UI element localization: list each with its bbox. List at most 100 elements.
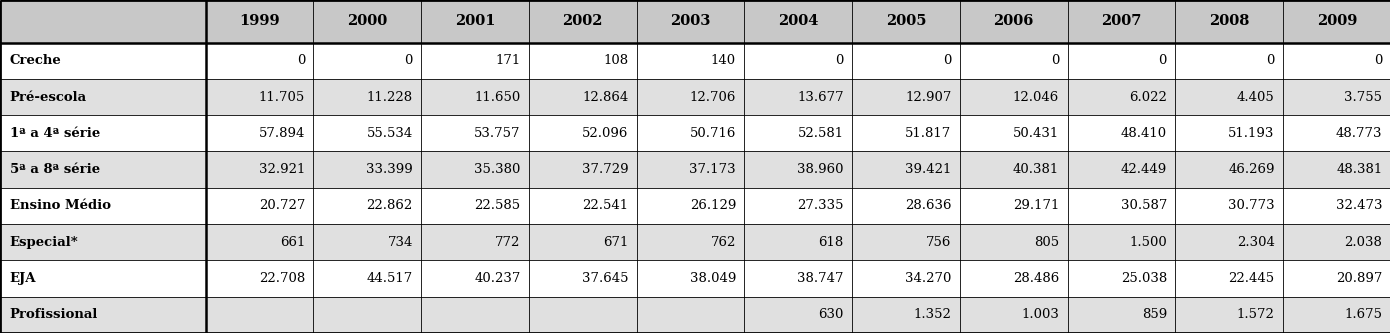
Bar [421, 224, 528, 260]
Text: 51.193: 51.193 [1229, 127, 1275, 140]
Text: 0: 0 [942, 54, 951, 67]
Bar [1283, 224, 1390, 260]
Text: 0: 0 [404, 54, 413, 67]
Text: Creche: Creche [10, 54, 61, 67]
Bar [421, 79, 528, 115]
Text: 48.773: 48.773 [1336, 127, 1382, 140]
Text: 11.228: 11.228 [367, 91, 413, 104]
Text: 11.650: 11.650 [474, 91, 520, 104]
Text: 22.585: 22.585 [474, 199, 520, 212]
Bar [1068, 224, 1175, 260]
Text: 661: 661 [279, 236, 304, 249]
Bar [206, 0, 314, 43]
Text: 1.352: 1.352 [913, 308, 951, 321]
Bar [206, 152, 314, 188]
Text: 37.173: 37.173 [689, 163, 737, 176]
Text: 12.046: 12.046 [1013, 91, 1059, 104]
Text: 2009: 2009 [1316, 14, 1357, 28]
Text: 6.022: 6.022 [1129, 91, 1168, 104]
Bar [637, 224, 745, 260]
Bar [959, 0, 1068, 43]
Text: 756: 756 [926, 236, 951, 249]
Bar [1283, 152, 1390, 188]
Text: 859: 859 [1141, 308, 1168, 321]
Bar [1068, 260, 1175, 297]
Bar [421, 43, 528, 79]
Text: 40.381: 40.381 [1013, 163, 1059, 176]
Text: 55.534: 55.534 [367, 127, 413, 140]
Bar [314, 152, 421, 188]
Bar [206, 115, 314, 152]
Text: 13.677: 13.677 [796, 91, 844, 104]
Text: 0: 0 [1373, 54, 1382, 67]
Text: 762: 762 [710, 236, 737, 249]
Bar [745, 43, 852, 79]
Text: 671: 671 [603, 236, 628, 249]
Bar [1068, 79, 1175, 115]
Text: 0: 0 [296, 54, 304, 67]
Bar [1283, 188, 1390, 224]
Bar [314, 115, 421, 152]
Text: 39.421: 39.421 [905, 163, 951, 176]
Text: 28.636: 28.636 [905, 199, 951, 212]
Bar [637, 0, 745, 43]
Bar [637, 152, 745, 188]
Bar [959, 79, 1068, 115]
Bar [1176, 0, 1283, 43]
Bar [1176, 152, 1283, 188]
Bar [0, 260, 206, 297]
Bar [1283, 260, 1390, 297]
Bar [852, 260, 959, 297]
Text: 1ª a 4ª série: 1ª a 4ª série [10, 127, 100, 140]
Text: 44.517: 44.517 [367, 272, 413, 285]
Bar [314, 260, 421, 297]
Bar [314, 43, 421, 79]
Text: 2006: 2006 [994, 14, 1034, 28]
Text: 52.096: 52.096 [582, 127, 628, 140]
Text: 48.410: 48.410 [1120, 127, 1168, 140]
Text: 35.380: 35.380 [474, 163, 520, 176]
Text: 38.049: 38.049 [689, 272, 737, 285]
Bar [637, 43, 745, 79]
Bar [637, 297, 745, 333]
Bar [852, 224, 959, 260]
Bar [959, 260, 1068, 297]
Bar [1068, 297, 1175, 333]
Bar [0, 297, 206, 333]
Bar [0, 79, 206, 115]
Text: 22.541: 22.541 [582, 199, 628, 212]
Text: 29.171: 29.171 [1013, 199, 1059, 212]
Bar [528, 152, 637, 188]
Text: 38.960: 38.960 [798, 163, 844, 176]
Text: 20.727: 20.727 [259, 199, 304, 212]
Bar [959, 43, 1068, 79]
Bar [1068, 115, 1175, 152]
Text: 40.237: 40.237 [474, 272, 520, 285]
Text: 52.581: 52.581 [798, 127, 844, 140]
Text: 20.897: 20.897 [1336, 272, 1382, 285]
Text: 3.755: 3.755 [1344, 91, 1382, 104]
Bar [0, 115, 206, 152]
Text: 37.645: 37.645 [582, 272, 628, 285]
Text: Especial*: Especial* [10, 236, 78, 249]
Text: 53.757: 53.757 [474, 127, 520, 140]
Bar [1176, 79, 1283, 115]
Text: 50.431: 50.431 [1013, 127, 1059, 140]
Text: 28.486: 28.486 [1013, 272, 1059, 285]
Text: 30.587: 30.587 [1120, 199, 1168, 212]
Bar [206, 43, 314, 79]
Text: Ensino Médio: Ensino Médio [10, 199, 111, 212]
Bar [1176, 188, 1283, 224]
Bar [528, 115, 637, 152]
Bar [1068, 152, 1175, 188]
Text: 37.729: 37.729 [581, 163, 628, 176]
Bar [852, 79, 959, 115]
Bar [314, 188, 421, 224]
Bar [852, 115, 959, 152]
Bar [314, 297, 421, 333]
Bar [421, 115, 528, 152]
Text: 34.270: 34.270 [905, 272, 951, 285]
Bar [637, 188, 745, 224]
Text: 2002: 2002 [563, 14, 603, 28]
Bar [421, 260, 528, 297]
